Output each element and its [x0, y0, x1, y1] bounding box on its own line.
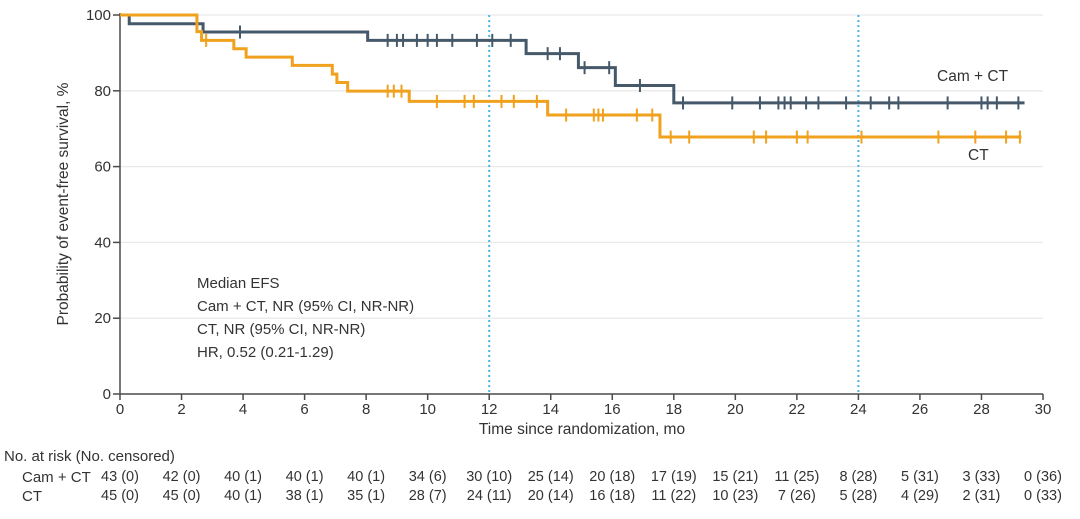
- risk-value: 40 (1): [224, 488, 263, 504]
- risk-value: 34 (6): [408, 469, 447, 485]
- risk-value: 42 (0): [162, 469, 201, 485]
- risk-value: 11 (25): [774, 469, 820, 485]
- y-tick-label-60: 60: [94, 159, 111, 176]
- annotation-line-title: Median EFS: [197, 275, 280, 292]
- x-tick-label-0: 0: [116, 401, 124, 418]
- risk-value: 0 (33): [1024, 488, 1062, 504]
- x-tick-label-8: 8: [362, 401, 370, 418]
- risk-value: 5 (31): [900, 469, 939, 485]
- x-tick-label-24: 24: [850, 401, 867, 418]
- annotation-line-ct: CT, NR (95% CI, NR-NR): [197, 321, 366, 338]
- risk-value: 40 (1): [347, 469, 386, 485]
- x-tick-label-18: 18: [665, 401, 682, 418]
- risk-value: 0 (36): [1024, 469, 1062, 485]
- y-tick-label-40: 40: [94, 234, 111, 251]
- risk-value: 5 (28): [839, 488, 878, 504]
- x-tick-label-2: 2: [177, 401, 185, 418]
- risk-value: 45 (0): [162, 488, 201, 504]
- risk-row-label-cam-ct: Cam + CT: [22, 469, 91, 486]
- curve-cam-ct: [120, 13, 1025, 105]
- risk-value: 7 (26): [777, 488, 816, 504]
- risk-value: 43 (0): [101, 469, 139, 485]
- risk-value: 2 (31): [962, 488, 1001, 504]
- risk-value: 28 (7): [408, 488, 447, 504]
- annotation-line-camct: Cam + CT, NR (95% CI, NR-NR): [197, 298, 415, 315]
- risk-row-label-ct: CT: [22, 488, 42, 505]
- risk-value: 38 (1): [285, 488, 324, 504]
- risk-value: 40 (1): [224, 469, 263, 485]
- risk-value: 35 (1): [347, 488, 386, 504]
- risk-value: 30 (10): [466, 469, 513, 485]
- risk-value: 20 (14): [527, 488, 574, 504]
- x-tick-label-14: 14: [542, 401, 559, 418]
- y-tick-label-80: 80: [94, 83, 111, 100]
- risk-value: 25 (14): [527, 469, 574, 485]
- median-efs-annotation: Median EFS Cam + CT, NR (95% CI, NR-NR) …: [197, 272, 414, 364]
- risk-value: 3 (33): [962, 469, 1001, 485]
- risk-value: 8 (28): [839, 469, 878, 485]
- risk-value: 24 (11): [466, 488, 512, 504]
- x-axis-title: Time since randomization, mo: [478, 421, 686, 438]
- curve-label-cam-ct: Cam + CT: [937, 68, 1009, 85]
- x-tick-label-4: 4: [239, 401, 247, 418]
- x-tick-label-22: 22: [789, 401, 806, 418]
- risk-value: 40 (1): [285, 469, 324, 485]
- x-tick-label-6: 6: [300, 401, 308, 418]
- risk-value: 15 (21): [712, 469, 759, 485]
- x-tick-label-16: 16: [604, 401, 621, 418]
- risk-value: 4 (29): [900, 488, 939, 504]
- risk-table-header: No. at risk (No. censored): [4, 448, 175, 465]
- curve-ct: [120, 13, 1022, 139]
- x-tick-label-26: 26: [912, 401, 929, 418]
- y-tick-label-100: 100: [86, 7, 111, 24]
- x-tick-label-20: 20: [727, 401, 744, 418]
- risk-value: 45 (0): [101, 488, 139, 504]
- y-axis-title: Probability of event-free survival, %: [55, 82, 72, 326]
- risk-value: 16 (18): [589, 488, 636, 504]
- risk-value: 17 (19): [650, 469, 697, 485]
- x-tick-label-12: 12: [481, 401, 498, 418]
- risk-value: 11 (22): [651, 488, 697, 504]
- y-tick-label-0: 0: [103, 386, 111, 403]
- risk-value: 20 (18): [589, 469, 636, 485]
- risk-value: 10 (23): [712, 488, 759, 504]
- curve-label-ct: CT: [968, 147, 989, 164]
- x-tick-label-30: 30: [1035, 401, 1052, 418]
- annotation-line-hr: HR, 0.52 (0.21-1.29): [197, 344, 334, 361]
- y-tick-label-20: 20: [94, 310, 111, 327]
- x-tick-label-10: 10: [419, 401, 436, 418]
- x-tick-label-28: 28: [973, 401, 990, 418]
